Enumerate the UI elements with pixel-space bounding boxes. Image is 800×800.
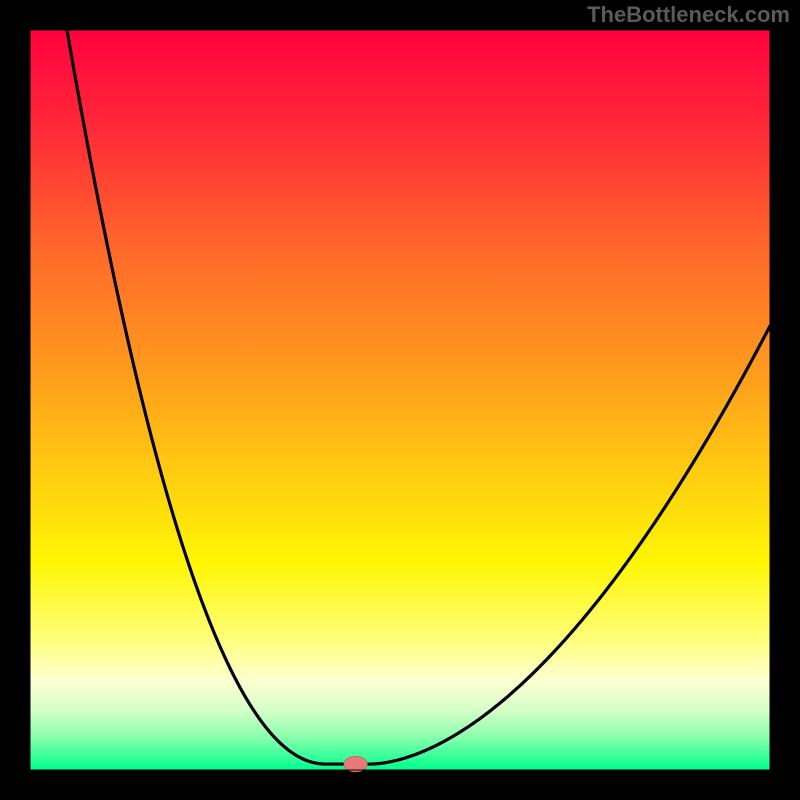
watermark-text: TheBottleneck.com — [587, 2, 790, 28]
bottleneck-chart — [0, 0, 800, 800]
chart-container: TheBottleneck.com — [0, 0, 800, 800]
